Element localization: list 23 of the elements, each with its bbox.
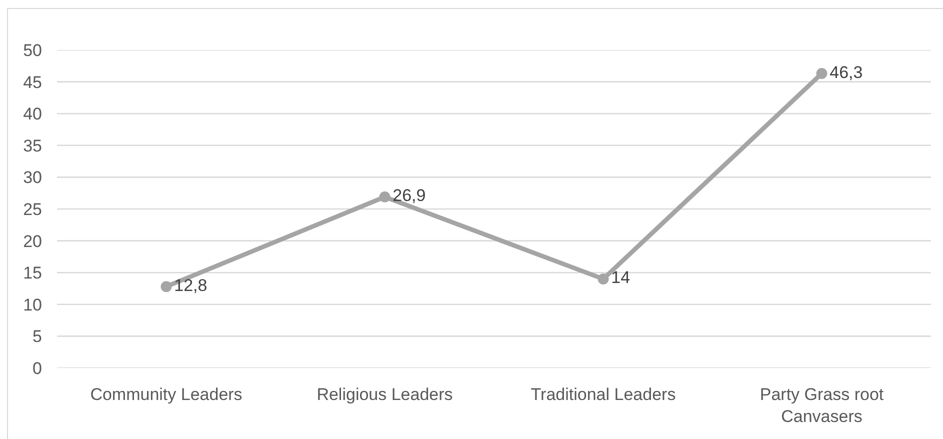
y-tick-label: 30 — [23, 168, 42, 188]
y-tick-label: 15 — [23, 264, 42, 283]
y-tick-label: 50 — [23, 40, 42, 60]
y-tick-label: 10 — [23, 295, 42, 314]
y-tick-label: 25 — [23, 200, 42, 219]
data-label: 46,3 — [830, 62, 863, 82]
x-tick-label: Religious Leaders — [316, 385, 453, 404]
x-tick-label: Traditional Leaders — [530, 385, 676, 404]
y-tick-label: 40 — [23, 104, 42, 124]
data-label: 26,9 — [392, 186, 426, 206]
point — [598, 273, 609, 284]
data-label: 12,8 — [174, 276, 208, 295]
y-tick-label: 35 — [23, 136, 42, 156]
y-tick-label: 5 — [32, 327, 42, 346]
x-tick-label: Party Grass root Canvasers — [760, 385, 884, 426]
y-tick-label: 45 — [23, 72, 42, 92]
point — [160, 281, 172, 292]
y-tick-label: 20 — [23, 232, 42, 251]
point — [379, 191, 390, 202]
point — [816, 68, 828, 80]
y-tick-label: 0 — [32, 358, 42, 378]
x-tick-label: Community Leaders — [90, 385, 242, 404]
data-label: 14 — [611, 268, 630, 288]
